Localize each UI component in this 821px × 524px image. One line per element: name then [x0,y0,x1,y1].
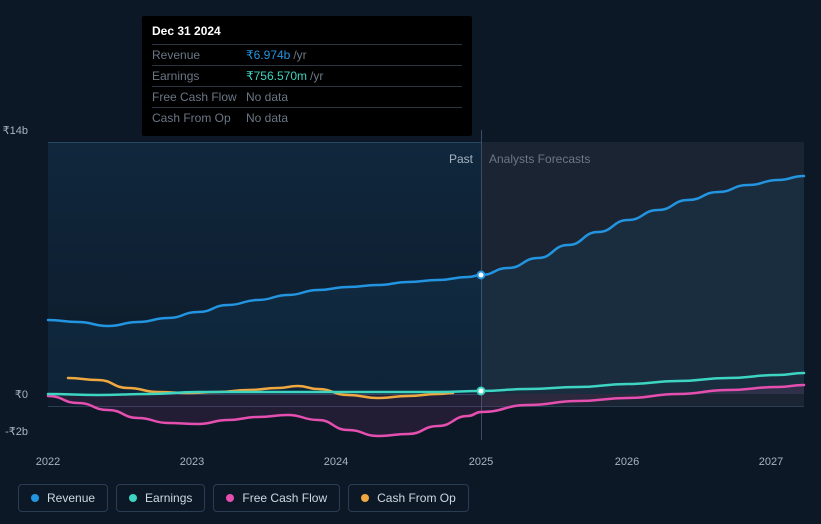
legend-dot [361,494,369,502]
tooltip-date: Dec 31 2024 [152,24,462,45]
chart-svg [18,130,804,470]
tooltip-label: Earnings [152,69,246,83]
x-axis-label: 2022 [36,456,60,468]
tooltip-row: Free Cash FlowNo data [152,87,462,108]
tooltip-label: Free Cash Flow [152,90,246,104]
tooltip-row: Earnings₹756.570m/yr [152,66,462,87]
legend-item[interactable]: Cash From Op [348,484,469,512]
x-axis-label: 2027 [759,456,783,468]
x-axis-label: 2024 [324,456,348,468]
legend-item[interactable]: Free Cash Flow [213,484,340,512]
tooltip-row: Cash From OpNo data [152,108,462,128]
x-axis-label: 2025 [469,456,493,468]
x-axis-label: 2026 [615,456,639,468]
financials-chart[interactable]: ₹14b₹0-₹2b Past Analysts Forecasts 20222… [18,130,804,450]
legend-label: Cash From Op [377,491,456,505]
chart-tooltip: Dec 31 2024 Revenue₹6.974b/yrEarnings₹75… [142,16,472,136]
legend-label: Revenue [47,491,95,505]
chart-marker [477,271,486,280]
legend-dot [129,494,137,502]
legend-item[interactable]: Revenue [18,484,108,512]
chart-marker [477,387,486,396]
tooltip-unit: /yr [310,69,323,83]
tooltip-label: Revenue [152,48,246,62]
legend-label: Free Cash Flow [242,491,327,505]
legend-dot [31,494,39,502]
chart-legend: Revenue Earnings Free Cash Flow Cash From O… [18,484,469,512]
tooltip-label: Cash From Op [152,111,246,125]
tooltip-value: No data [246,111,288,125]
tooltip-unit: /yr [293,48,306,62]
tooltip-value: ₹756.570m [246,69,307,83]
tooltip-value: No data [246,90,288,104]
tooltip-value: ₹6.974b [246,48,290,62]
legend-dot [226,494,234,502]
x-axis-label: 2023 [180,456,204,468]
legend-label: Earnings [145,491,192,505]
legend-item[interactable]: Earnings [116,484,205,512]
tooltip-row: Revenue₹6.974b/yr [152,45,462,66]
